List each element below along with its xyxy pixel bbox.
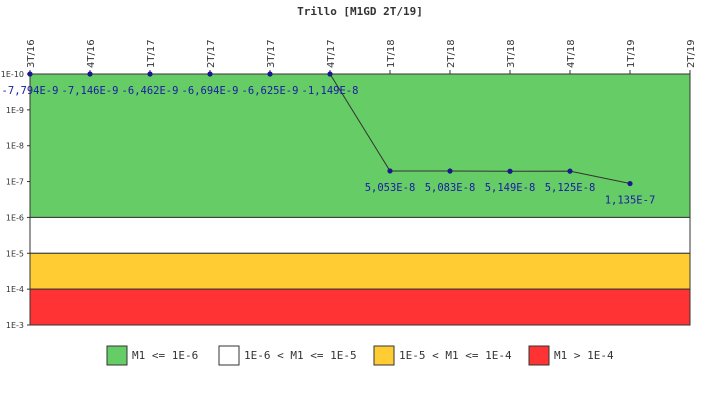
data-point — [627, 180, 633, 187]
legend-swatch — [528, 345, 550, 366]
data-point — [267, 71, 273, 77]
x-tick-label: 3T/18 — [506, 39, 517, 68]
data-label: -6,625E-9 — [242, 85, 299, 97]
band-1 — [29, 216, 691, 254]
x-tick-label: 3T/16 — [26, 39, 37, 68]
y-tick-label: 1E-10 — [1, 70, 24, 79]
legend-swatch — [218, 345, 240, 366]
x-tick-label: 4T/17 — [326, 39, 337, 68]
risk-bands — [29, 73, 691, 326]
data-point — [507, 168, 513, 174]
x-tick-label: 4T/16 — [86, 39, 97, 68]
x-tick-label: 1T/17 — [146, 39, 157, 68]
legend-label: 1E-5 < M1 <= 1E-4 — [399, 349, 512, 362]
data-label: -7,146E-9 — [62, 85, 119, 97]
y-tick-label: 1E-9 — [6, 106, 24, 115]
data-point — [447, 168, 453, 174]
legend-label: M1 > 1E-4 — [554, 349, 614, 362]
x-tick-label: 1T/19 — [626, 39, 637, 68]
data-point — [567, 168, 573, 174]
x-tick-label: 2T/18 — [446, 39, 457, 68]
data-label: 5,083E-8 — [425, 182, 476, 194]
x-axis: 3T/16 4T/16 1T/17 2T/17 3T/17 4T/17 1T/18 2T/18… — [26, 39, 697, 74]
data-point — [327, 71, 333, 77]
x-tick-label: 1T/18 — [386, 39, 397, 68]
chart-title: Trillo [M1GD 2T/19] — [297, 5, 423, 18]
data-label: 5,149E-8 — [485, 182, 536, 194]
legend-swatch — [373, 345, 395, 366]
data-label: 5,125E-8 — [545, 182, 596, 194]
y-tick-label: 1E-7 — [6, 178, 24, 187]
data-point — [87, 71, 93, 77]
x-tick-label: 2T/17 — [206, 39, 217, 68]
band-3 — [29, 288, 691, 326]
data-point — [387, 168, 393, 174]
legend-label: M1 <= 1E-6 — [132, 349, 198, 362]
data-label: 5,053E-8 — [365, 182, 416, 194]
x-tick-label: 3T/17 — [266, 39, 277, 68]
x-tick-label: 2T/19 — [686, 39, 697, 68]
y-tick-label: 1E-5 — [6, 249, 24, 258]
data-point — [207, 71, 213, 77]
data-label: -7,794E-9 — [2, 85, 59, 97]
y-tick-label: 1E-8 — [6, 142, 24, 151]
legend-label: 1E-6 < M1 <= 1E-5 — [244, 349, 357, 362]
data-point — [147, 71, 153, 77]
y-tick-label: 1E-6 — [6, 213, 24, 222]
legend-swatch — [106, 345, 128, 366]
band-2 — [29, 252, 691, 290]
data-label: -6,462E-9 — [122, 85, 179, 97]
data-label: -6,694E-9 — [182, 85, 239, 97]
data-label: -1,149E-8 — [302, 85, 359, 97]
data-label: 1,135E-7 — [605, 195, 656, 207]
band-0 — [29, 73, 691, 218]
data-point — [27, 71, 33, 77]
x-tick-label: 4T/18 — [566, 39, 577, 68]
legend: M1 <= 1E-6 1E-6 < M1 <= 1E-5 1E-5 < M1 <= … — [106, 345, 614, 366]
y-axis: 1E-10 1E-9 1E-8 1E-7 1E-6 1E-5 1E-4 1E-3 — [1, 70, 30, 330]
y-tick-label: 1E-4 — [6, 285, 24, 294]
y-tick-label: 1E-3 — [6, 321, 24, 330]
series-line: -7,794E-9 -7,146E-9 -6,462E-9 -6,694E-9 -6,6… — [2, 71, 656, 207]
